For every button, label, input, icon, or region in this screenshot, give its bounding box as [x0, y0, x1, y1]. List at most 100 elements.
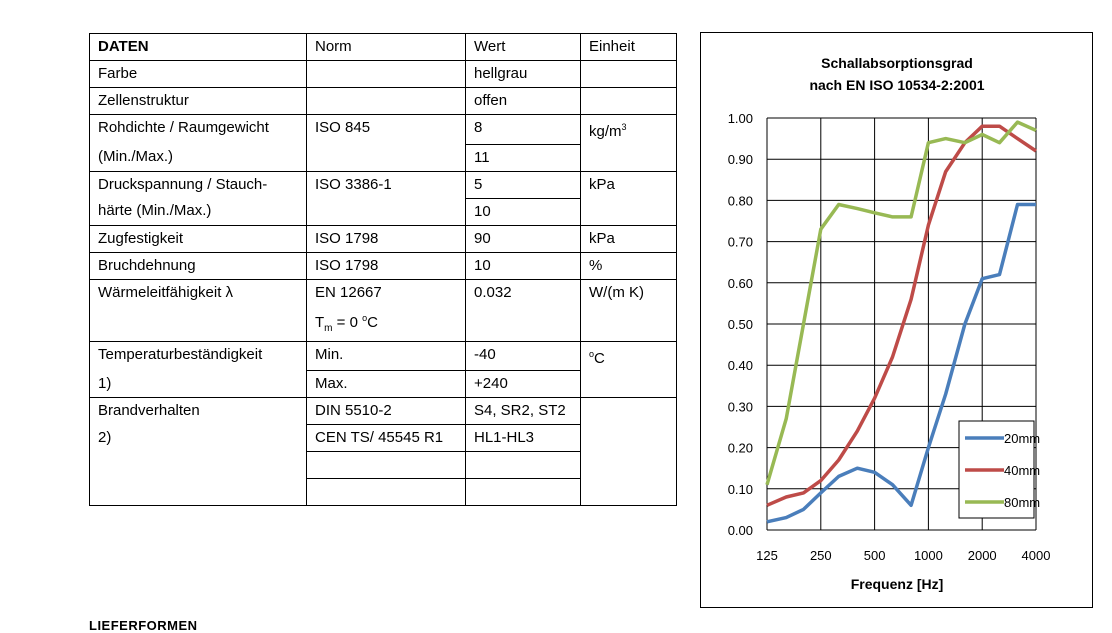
row-label-cont: (Min./Max.)	[89, 144, 307, 172]
row-norm: ISO 1798	[306, 224, 466, 253]
table-row: Bruchdehnung ISO 1798 10 %	[89, 251, 677, 280]
table-row: Rohdichte / Raumgewicht ISO 845 8 kg/m3	[89, 114, 677, 145]
row-label: Farbe	[89, 60, 307, 88]
table-row: (Min./Max.) 11	[89, 143, 677, 172]
row-unit: oC	[580, 340, 677, 371]
x-tick-label: 1000	[914, 548, 943, 563]
table-row: 2) CEN TS/ 45545 R1 HL1-HL3	[89, 424, 677, 452]
table-row: Druckspannung / Stauch- ISO 3386-1 5 kPa	[89, 170, 677, 199]
row-label: Druckspannung / Stauch-	[89, 170, 307, 198]
absorption-chart: Schallabsorptionsgrad nach EN ISO 10534-…	[728, 55, 1051, 592]
chart-legend: 20mm 40mm 80mm	[958, 420, 1040, 519]
y-axis-ticks: 0.00 0.10 0.20 0.30 0.40 0.50 0.60 0.70 0.80 0.90…	[728, 111, 753, 538]
row-norm: EN 12667	[306, 278, 466, 306]
row-unit: %	[580, 251, 677, 280]
table-row: Farbe hellgrau	[89, 60, 677, 88]
series-line-40mm	[766, 124, 1037, 507]
row-norm: ISO 1798	[306, 251, 466, 280]
row-unit: kg/m3	[580, 114, 677, 144]
row-label: Zugfestigkeit	[89, 224, 307, 253]
row-wert: 10	[465, 197, 581, 226]
row-norm: ISO 845	[306, 114, 466, 144]
row-wert: 8	[465, 114, 581, 145]
row-wert: 90	[465, 224, 581, 253]
row-label: Bruchdehnung	[89, 251, 307, 280]
row-norm: Min.	[306, 340, 466, 371]
table-row: Zugfestigkeit ISO 1798 90 kPa	[89, 224, 677, 253]
row-wert: 10	[465, 251, 581, 280]
row-norm: Max.	[306, 370, 466, 398]
y-tick-label: 0.90	[728, 152, 753, 167]
row-norm: ISO 3386-1	[306, 170, 466, 198]
chart-series	[765, 120, 1037, 524]
x-tick-label: 250	[810, 548, 832, 563]
row-label: Wärmeleitfähigkeit λ	[89, 278, 307, 306]
y-tick-label: 0.40	[728, 358, 753, 373]
header-wert: Wert	[465, 33, 581, 61]
legend-label: 20mm	[1004, 431, 1040, 446]
row-wert: HL1-HL3	[465, 424, 581, 452]
x-tick-label: 2000	[968, 548, 997, 563]
row-wert: offen	[465, 87, 581, 115]
table-header-row: DATEN Norm Wert Einheit	[89, 33, 677, 61]
row-wert: S4, SR2, ST2	[465, 397, 581, 425]
y-tick-label: 0.30	[728, 399, 753, 414]
table-row: Brandverhalten DIN 5510-2 S4, SR2, ST2	[89, 397, 677, 425]
row-unit: kPa	[580, 170, 677, 198]
row-label-cont: 1)	[89, 370, 307, 398]
row-label-cont: 2)	[89, 424, 307, 452]
row-wert: -40	[465, 340, 581, 371]
table-row	[89, 451, 677, 479]
row-wert: 5	[465, 170, 581, 199]
table-row: Wärmeleitfähigkeit λ EN 12667 0.032 W/(m…	[89, 278, 677, 306]
row-norm	[306, 60, 466, 88]
row-unit	[580, 87, 677, 115]
x-axis-label: Frequenz [Hz]	[851, 576, 944, 592]
x-axis-ticks: 125 250 500 1000 2000 4000	[756, 548, 1050, 563]
x-tick-label: 125	[756, 548, 778, 563]
table-row: Temperaturbeständigkeit Min. -40 oC	[89, 340, 677, 371]
table-row: Zellenstruktur offen	[89, 87, 677, 115]
table-row: härte (Min./Max.) 10	[89, 197, 677, 226]
chart-container: Schallabsorptionsgrad nach EN ISO 10534-…	[700, 32, 1093, 608]
row-label-cont: härte (Min./Max.)	[89, 198, 307, 226]
row-unit: kPa	[580, 224, 677, 253]
table-row	[89, 478, 677, 506]
y-tick-label: 0.10	[728, 482, 753, 497]
table-row: 1) Max. +240	[89, 370, 677, 398]
y-tick-label: 0.20	[728, 441, 753, 456]
header-norm: Norm	[306, 33, 466, 61]
legend-label: 80mm	[1004, 495, 1040, 510]
legend-label: 40mm	[1004, 463, 1040, 478]
x-tick-label: 500	[864, 548, 886, 563]
row-label: Temperaturbeständigkeit	[89, 340, 307, 371]
row-norm: CEN TS/ 45545 R1	[306, 424, 466, 452]
row-label: Rohdichte / Raumgewicht	[89, 114, 307, 144]
row-wert: 11	[465, 143, 581, 172]
row-norm	[306, 87, 466, 115]
table-row: Tm = 0 oC	[89, 305, 677, 342]
series-line-80mm	[765, 120, 1037, 486]
row-unit	[580, 60, 677, 88]
series-line-20mm	[766, 202, 1036, 524]
chart-title: Schallabsorptionsgrad	[821, 55, 973, 71]
data-table: DATEN Norm Wert Einheit Farbe hellgrau Z…	[89, 33, 677, 506]
y-tick-label: 1.00	[728, 111, 753, 126]
row-wert: +240	[465, 370, 581, 398]
chart-subtitle: nach EN ISO 10534-2:2001	[809, 77, 984, 93]
y-tick-label: 0.00	[728, 523, 753, 538]
row-label: Brandverhalten	[89, 397, 307, 425]
row-unit: W/(m K)	[580, 278, 677, 306]
y-tick-label: 0.80	[728, 193, 753, 208]
row-norm-cont: Tm = 0 oC	[306, 305, 466, 342]
row-wert: hellgrau	[465, 60, 581, 88]
header-einheit: Einheit	[580, 33, 677, 61]
row-label: Zellenstruktur	[89, 87, 307, 115]
x-tick-label: 4000	[1022, 548, 1051, 563]
y-tick-label: 0.70	[728, 235, 753, 250]
header-daten: DATEN	[89, 33, 307, 61]
row-wert: 0.032	[465, 278, 581, 306]
row-norm: DIN 5510-2	[306, 397, 466, 425]
y-tick-label: 0.50	[728, 317, 753, 332]
y-tick-label: 0.60	[728, 276, 753, 291]
